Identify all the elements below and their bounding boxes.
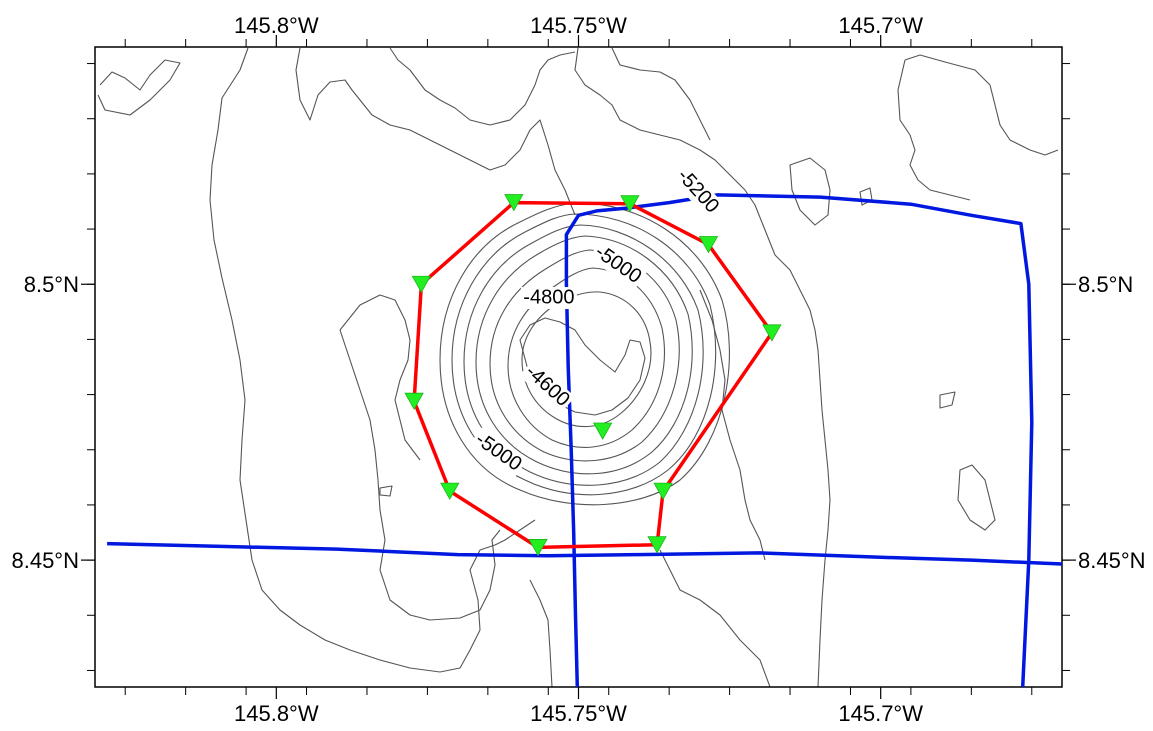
- station-marker-1: [620, 195, 640, 213]
- station-marker-3: [762, 324, 782, 342]
- station-markers: [404, 194, 782, 557]
- station-marker-8: [404, 392, 424, 411]
- graticule-labels: 145.8°W 145.8°W 145.75°W 145.75°W 145.7°W 145…: [11, 13, 1145, 726]
- x-tick-label-bottom-2: 145.7°W: [838, 701, 923, 726]
- station-marker-9: [411, 275, 432, 294]
- ship-track-1: [107, 541, 1062, 566]
- contour-label-bg-4: [468, 427, 528, 478]
- contour-mound-5: [489, 249, 680, 462]
- contour-5200-se: [939, 391, 956, 409]
- contour-label-1: -5000: [591, 241, 646, 288]
- contour-mound-3: [463, 224, 704, 486]
- contour-5200-ne: [574, 47, 831, 687]
- y-tick-label-left-1: 8.45°N: [11, 548, 79, 573]
- contour-mound-1: [439, 202, 730, 506]
- x-tick-label-bottom-0: 145.8°W: [234, 701, 319, 726]
- contour-label-bg-2: [520, 287, 577, 310]
- contour-5200-s: [529, 579, 553, 687]
- contour-5200-east: [904, 54, 1059, 156]
- contour-lines: [97, 47, 1059, 687]
- contour-label-4: -5000: [471, 428, 526, 475]
- y-tick-label-left-0: 8.5°N: [24, 272, 79, 297]
- contour-label-bg-1: [588, 239, 648, 291]
- contour-5200-sw2: [339, 329, 501, 621]
- contour-label-bg-0: [670, 163, 725, 220]
- map-frame: [94, 46, 1063, 688]
- contour-label-bg-3: [518, 359, 576, 414]
- contour-label-2: -4800: [523, 286, 574, 308]
- x-tick-label-top-1: 145.75°W: [530, 13, 627, 38]
- x-tick-label-top-0: 145.8°W: [234, 13, 319, 38]
- contour-5200-ridge: [295, 47, 576, 216]
- station-marker-4: [653, 482, 673, 500]
- station-marker-6: [528, 539, 548, 557]
- ship-track-0: [564, 193, 1034, 687]
- station-marker-center: [592, 422, 613, 440]
- contour-5200-west: [97, 59, 181, 116]
- y-tick-label-right-0: 8.5°N: [1078, 272, 1133, 297]
- contour-5200-mid: [789, 157, 831, 226]
- station-marker-0: [504, 194, 524, 212]
- contour-mound-4: [475, 235, 693, 475]
- contour-5200-north: [389, 47, 576, 126]
- contour-5200-east2: [897, 59, 971, 201]
- contour-label-0: -5200: [673, 165, 724, 218]
- contour-5200-main: [209, 47, 536, 673]
- contour-5200-s2: [659, 549, 771, 687]
- contour-mound-2: [451, 213, 717, 496]
- contour-label-3: -4600: [521, 360, 574, 411]
- contour-5200-e3: [699, 289, 766, 561]
- contour-mound-7: [521, 291, 652, 428]
- contour-5200-ne2: [611, 47, 711, 141]
- station-marker-5: [647, 536, 667, 554]
- station-marker-2: [698, 236, 719, 254]
- contour-5200-small2: [379, 485, 393, 497]
- contour-5200-sw: [339, 294, 421, 461]
- y-tick-label-right-1: 8.45°N: [1078, 548, 1146, 573]
- contour-5200-se2: [957, 464, 996, 531]
- x-tick-label-bottom-1: 145.75°W: [530, 701, 627, 726]
- station-marker-7: [440, 482, 460, 500]
- graticule-ticks: [87, 39, 1070, 695]
- x-tick-label-top-2: 145.7°W: [838, 13, 923, 38]
- ship-tracks: [107, 193, 1062, 687]
